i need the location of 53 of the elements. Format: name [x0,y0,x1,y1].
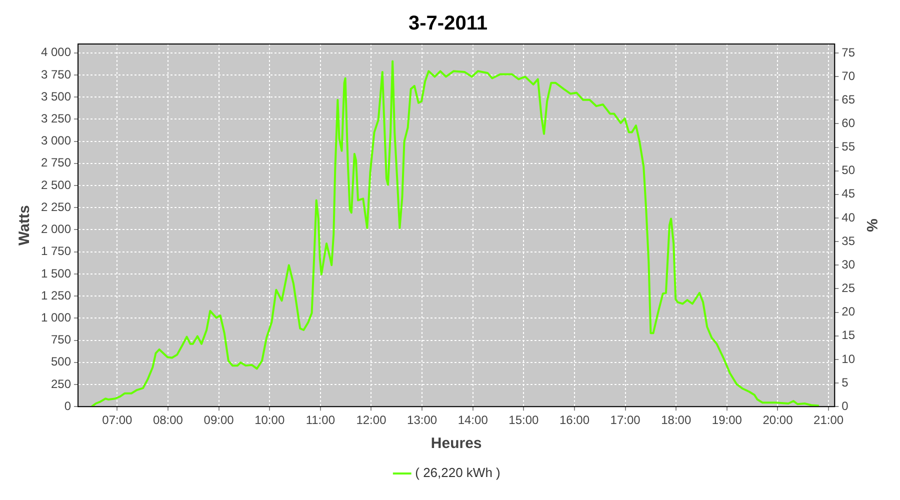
y2-tick-label: 65 [842,92,856,106]
x-tick-label: 13:00 [407,413,438,428]
y-tick-label: 4 000 [41,45,72,60]
y-tick-label: 750 [51,332,72,347]
y2-tick-label: 50 [842,163,856,178]
y-tick-label: 3 000 [41,134,72,148]
y-axis-title: Watts [16,205,34,246]
y-tick-label: 2 250 [41,200,72,214]
y2-tick-label: 15 [842,328,856,342]
y-tick-label: 3 500 [41,89,72,104]
y2-tick-label: 75 [842,45,856,60]
x-tick-label: 17:00 [610,413,641,428]
x-axis-title: Heures [430,435,482,452]
y2-tick-label: 0 [842,398,849,413]
legend-label: ( 26,220 kWh ) [415,465,500,480]
y-tick-label: 3 250 [41,111,72,126]
x-tick-label: 20:00 [762,413,794,428]
y2-tick-label: 5 [842,375,849,390]
y2-tick-label: 45 [842,186,856,201]
y2-tick-label: 35 [842,234,856,248]
x-tick-label: 18:00 [661,413,692,428]
y2-axis-title: % [862,218,880,232]
x-tick-label: 07:00 [102,413,132,428]
y-tick-label: 2 000 [41,222,72,236]
x-tick-label: 15:00 [508,413,540,428]
y2-tick-label: 30 [842,257,856,272]
y-tick-label: 250 [51,376,72,391]
y2-tick-label: 25 [842,281,856,296]
x-tick-label: 19:00 [712,413,742,428]
y2-tick-label: 20 [842,304,856,319]
x-tick-label: 09:00 [204,413,234,428]
y2-tick-label: 70 [842,68,856,83]
x-tick-label: 10:00 [254,413,285,428]
y2-tick-label: 40 [842,210,856,224]
x-tick-label: 12:00 [356,413,387,428]
y-tick-label: 1 750 [41,244,72,258]
x-tick-label: 14:00 [458,413,488,428]
y-tick-label: 1 250 [41,288,72,302]
y2-tick-label: 55 [842,140,856,154]
y-tick-label: 1 000 [41,310,72,324]
y-tick-label: 500 [51,354,72,369]
x-tick-label: 21:00 [814,413,844,428]
y2-tick-label: 10 [842,352,856,366]
x-tick-label: 08:00 [152,413,184,428]
y-tick-label: 3 750 [41,67,72,82]
y-tick-label: 2 750 [41,156,72,170]
y-tick-label: 0 [64,398,72,413]
y-tick-label: 1 500 [41,266,72,280]
chart-title: 3-7-2011 [408,12,488,35]
x-tick-label: 11:00 [306,413,336,428]
y2-tick-label: 60 [842,116,856,130]
x-tick-label: 16:00 [559,413,590,428]
y-tick-label: 2 500 [41,178,72,192]
